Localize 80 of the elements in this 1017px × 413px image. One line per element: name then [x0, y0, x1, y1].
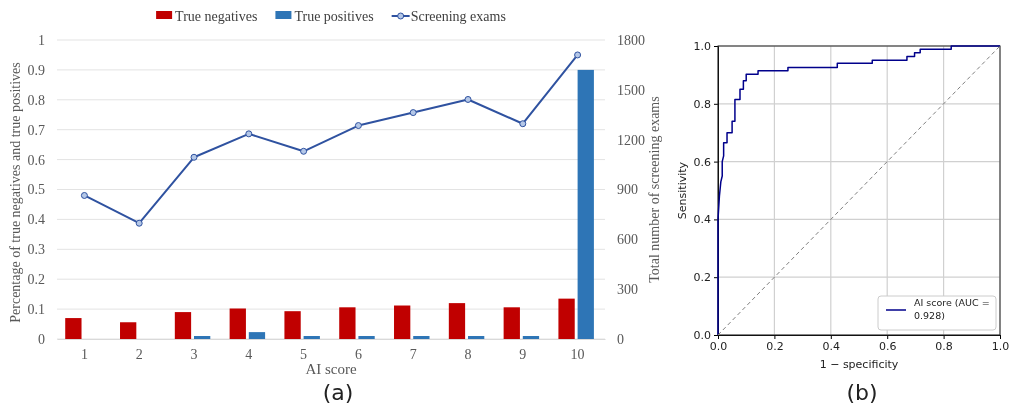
- point: [354, 122, 362, 130]
- bar: [339, 307, 356, 339]
- y2-tick-label: 1500: [617, 82, 645, 98]
- y-tick-label: 0.6: [693, 155, 711, 169]
- y2-tick-label: 300: [617, 282, 638, 298]
- y-tick-label: 0: [38, 331, 45, 347]
- y2-tick-label: 600: [617, 232, 638, 248]
- y-tick-label: 0.4: [693, 213, 711, 227]
- bar: [194, 336, 211, 339]
- y-axis-title: Sensitivity: [676, 161, 689, 220]
- text: (a): [322, 380, 354, 405]
- bar: [522, 336, 540, 339]
- x-tick-label: 1.0: [991, 339, 1010, 353]
- x-tick-label: 4: [245, 346, 253, 362]
- point: [135, 219, 143, 227]
- y-tick-label: 0.0: [693, 329, 711, 343]
- x-tick-label: 7: [409, 346, 417, 362]
- point: [574, 51, 582, 59]
- point: [80, 191, 88, 199]
- x-axis-title: AI score: [305, 361, 357, 377]
- point: [464, 95, 472, 103]
- point: [190, 153, 198, 161]
- point: [519, 120, 527, 128]
- bar: [448, 303, 466, 339]
- y-tick-label: 0.2: [693, 271, 711, 285]
- x-tick-label: 2: [135, 346, 143, 362]
- x-tick-label: 9: [519, 346, 527, 362]
- y-tick-label: 0.6: [27, 152, 45, 168]
- y-tick-label: 0.1: [27, 302, 45, 318]
- bar: [120, 322, 137, 339]
- x-tick-label: 10: [570, 346, 585, 362]
- bar: [558, 298, 575, 339]
- bar: [577, 69, 594, 339]
- legend-label: True negatives: [175, 9, 258, 24]
- bar: [468, 336, 485, 339]
- bar: [229, 308, 246, 339]
- y-tick-label: 0.4: [27, 212, 45, 228]
- y-tick-label: 1.0: [693, 40, 711, 54]
- x-tick-label: 5: [300, 346, 308, 362]
- x-tick-label: 0.4: [822, 339, 841, 353]
- bar: [413, 336, 430, 339]
- y-tick-label: 0.9: [27, 62, 45, 78]
- x-tick-label: 0.2: [766, 339, 784, 353]
- y-tick-label: 0.7: [27, 122, 45, 138]
- point: [245, 130, 253, 138]
- y2-tick-label: 1200: [617, 132, 645, 148]
- x-tick-label: 6: [354, 346, 362, 362]
- line-series: [717, 45, 1001, 336]
- bar: [174, 312, 192, 339]
- bar: [503, 307, 520, 339]
- x-tick-label: 0.6: [878, 339, 897, 353]
- y2-axis-title: Total number of screening exams: [647, 96, 662, 283]
- x-tick-label: 3: [190, 346, 198, 362]
- bar: [284, 311, 301, 339]
- y-axis-title: Percentage of true negatives and true positives: [8, 62, 23, 323]
- point: [409, 109, 417, 117]
- y2-tick-label: 900: [617, 182, 638, 198]
- y-tick-label: 0.5: [27, 182, 45, 198]
- legend-label: True positives: [294, 9, 374, 24]
- y-tick-label: 0.8: [693, 97, 711, 111]
- y2-tick-label: 1800: [617, 32, 645, 48]
- legend-label: AI score (AUC = 0.928): [914, 297, 990, 321]
- y-tick-label: 1: [38, 32, 45, 48]
- bar: [394, 305, 411, 339]
- x-tick-label: 0.8: [935, 339, 953, 353]
- bar: [358, 336, 375, 339]
- legend-label: Screening exams: [410, 9, 506, 24]
- bar: [65, 318, 82, 339]
- x-tick-label: 8: [464, 346, 472, 362]
- y-tick-label: 0.3: [27, 242, 45, 258]
- x-tick-label: 1: [80, 346, 88, 362]
- bar: [248, 332, 266, 339]
- point: [300, 147, 308, 155]
- x-axis-title: 1 − specificity: [819, 358, 899, 371]
- y-tick-label: 0.8: [27, 92, 45, 108]
- x-tick-label: 0.0: [709, 339, 728, 353]
- y-tick-label: 0.2: [27, 272, 45, 288]
- text: (b): [846, 380, 878, 405]
- bar: [303, 336, 320, 339]
- y2-tick-label: 0: [617, 331, 624, 347]
